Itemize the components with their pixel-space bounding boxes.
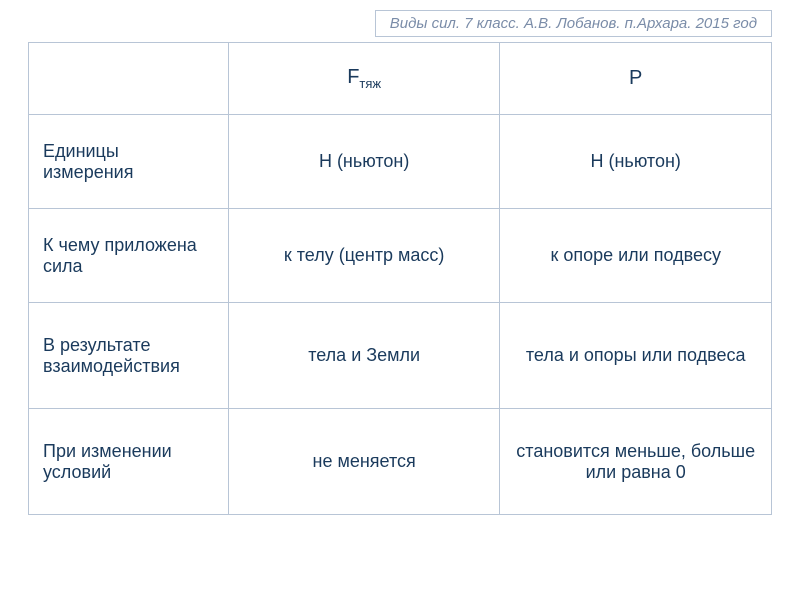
header-f-sub: тяж xyxy=(359,76,381,91)
table-header-row: Fтяж P xyxy=(29,43,772,115)
table-row: При изменении условий не меняется станов… xyxy=(29,409,772,515)
table-row: В результате взаимодействия тела и Земли… xyxy=(29,303,772,409)
forces-comparison-table: Fтяж P Единицы измерения Н (ньютон) Н (н… xyxy=(28,42,772,515)
row-value-p: к опоре или подвесу xyxy=(500,209,772,303)
row-value-f: тела и Земли xyxy=(228,303,500,409)
row-value-p: становится меньше, больше или равна 0 xyxy=(500,409,772,515)
table-row: Единицы измерения Н (ньютон) Н (ньютон) xyxy=(29,115,772,209)
header-blank xyxy=(29,43,229,115)
row-label: При изменении условий xyxy=(29,409,229,515)
header-ftyazh: Fтяж xyxy=(228,43,500,115)
row-value-f: не меняется xyxy=(228,409,500,515)
row-value-p: тела и опоры или подвеса xyxy=(500,303,772,409)
row-value-f: к телу (центр масс) xyxy=(228,209,500,303)
table-row: К чему приложена сила к телу (центр масс… xyxy=(29,209,772,303)
header-f-main: F xyxy=(347,66,359,88)
row-value-f: Н (ньютон) xyxy=(228,115,500,209)
row-label: В результате взаимодействия xyxy=(29,303,229,409)
header-p: P xyxy=(500,43,772,115)
row-label: Единицы измерения xyxy=(29,115,229,209)
slide-attribution: Виды сил. 7 класс. А.В. Лобанов. п.Архар… xyxy=(375,10,772,37)
row-label: К чему приложена сила xyxy=(29,209,229,303)
row-value-p: Н (ньютон) xyxy=(500,115,772,209)
